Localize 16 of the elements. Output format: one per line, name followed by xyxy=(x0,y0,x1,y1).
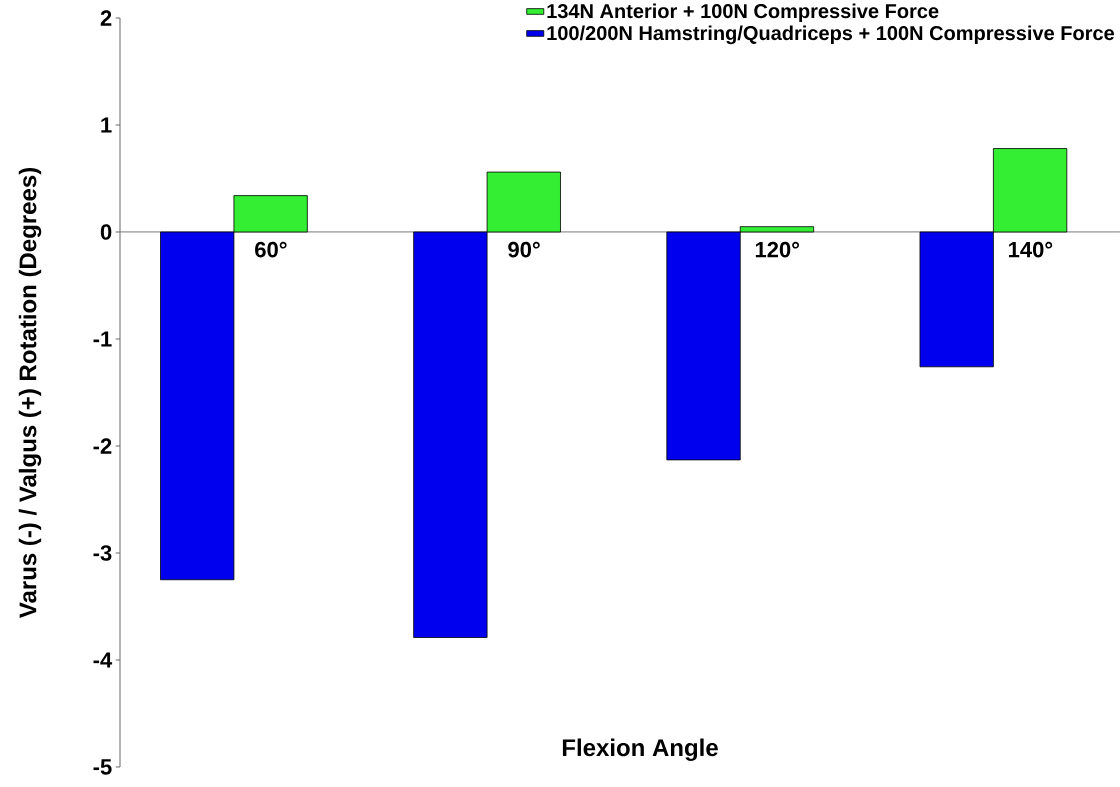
y-tick-label: -1 xyxy=(93,331,112,347)
y-tick-label: 2 xyxy=(100,10,112,26)
x-axis-title: Flexion Angle xyxy=(562,738,718,761)
y-tick-label: -3 xyxy=(93,545,112,561)
legend-label: 100/200N Hamstring/Quadriceps + 100N Compressive Force xyxy=(547,25,1115,45)
y-tick-label: -5 xyxy=(93,759,112,775)
y-axis-title: Varus (-) / Valgus (+) Rotation (Degrees) xyxy=(18,168,42,619)
y-tick-label: -4 xyxy=(93,652,113,668)
x-tick-label: 60° xyxy=(255,241,287,258)
x-tick-label: 120° xyxy=(755,241,800,258)
y-tick-label: 1 xyxy=(101,117,112,133)
x-tick-label: 90° xyxy=(508,241,540,258)
x-tick-label: 140° xyxy=(1009,241,1053,258)
legend-label: 134N Anterior + 100N Compressive Force xyxy=(547,3,939,23)
y-tick-label: 0 xyxy=(100,224,112,240)
y-tick-label: -2 xyxy=(93,438,112,454)
